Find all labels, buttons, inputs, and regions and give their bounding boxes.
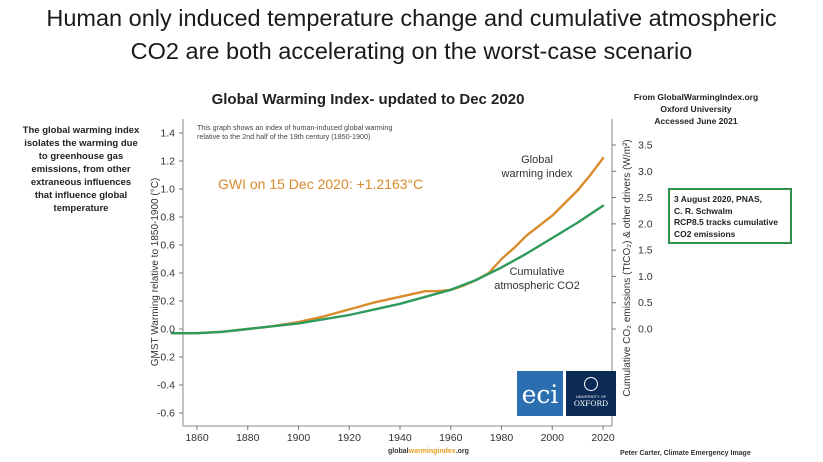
footer-credit: Peter Carter, Climate Emergency Image — [620, 450, 751, 457]
eci-logo-text: eci — [521, 380, 559, 409]
pnas-note-box: 3 August 2020, PNAS, C. R. Schwalm RCP8.… — [668, 188, 792, 244]
source-line-1: From GlobalWarmingIndex.org — [633, 92, 759, 102]
x-tick-label: 1860 — [185, 432, 209, 444]
x-tick-label: 1980 — [490, 432, 514, 444]
y-tick-label: 0.2 — [160, 296, 175, 308]
y-tick-label: -0.4 — [157, 380, 175, 392]
y-tick-label: -0.6 — [157, 408, 175, 420]
co2-series-label-line: atmospheric CO2 — [494, 280, 580, 292]
pnas-line-3: RCP8.5 tracks cumulative — [674, 217, 778, 227]
oxford-crest-icon — [584, 377, 598, 391]
oxford-logo-text: OXFORD — [573, 399, 609, 408]
y2-tick-label: 2.5 — [638, 192, 653, 204]
gwi-series-label-line: Global — [521, 154, 553, 166]
y-tick-label: 1.2 — [160, 156, 175, 168]
footer-source: globalwarmingindex.org — [388, 448, 469, 455]
x-tick-label: 2020 — [591, 432, 615, 444]
y2-tick-label: 3.0 — [638, 166, 653, 178]
pnas-line-2: C. R. Schwalm — [674, 205, 733, 216]
y2-tick-label: 2.0 — [638, 218, 653, 230]
y-tick-label: 0.4 — [160, 268, 175, 280]
chart-title: Global Warming Index- updated to Dec 202… — [211, 91, 525, 108]
gwi-series-label-line: warming index — [501, 168, 573, 180]
slide-title-line1: Human only induced temperature change an… — [46, 5, 777, 31]
co2-series-label-line: Cumulative — [509, 266, 564, 278]
gwi-annotation: GWI on 15 Dec 2020: +1.2163°C — [218, 176, 423, 192]
source-line-2: Oxford University — [660, 104, 732, 114]
pnas-line-1: 3 August 2020, PNAS, — [674, 194, 763, 204]
footer-suffix: .org — [455, 448, 469, 455]
footer-prefix: global — [388, 448, 409, 455]
slide-title: Human only induced temperature change an… — [0, 2, 823, 68]
x-tick-label: 1960 — [439, 432, 463, 444]
y-tick-label: 0.6 — [160, 240, 175, 252]
eci-logo: eci — [517, 371, 563, 416]
x-tick-label: 1940 — [388, 432, 412, 444]
y2-tick-label: 0.0 — [638, 324, 653, 336]
y-tick-label: 1.4 — [160, 128, 175, 140]
gwi-series-label: Global warming index — [501, 154, 573, 180]
y-tick-label: 0.8 — [160, 212, 175, 224]
x-tick-label: 2000 — [541, 432, 565, 444]
chart-description-line2: relative to the 2nd half of the 19th cen… — [197, 132, 370, 141]
x-tick-label: 1880 — [236, 432, 260, 444]
pnas-line-4: CO2 emissions — [674, 228, 736, 239]
y2-axis-label: Cumulative CO₂ emissions (TtCO₂) & other… — [622, 139, 633, 396]
slide-title-line2: CO2 are both accelerating on the worst-c… — [130, 38, 693, 64]
y2-tick-label: 1.0 — [638, 271, 653, 283]
oxford-logo: UNIVERSITY OF OXFORD — [566, 371, 616, 416]
y2-tick-label: 0.5 — [638, 297, 653, 309]
y-tick-label: 0.0 — [160, 324, 175, 336]
y-axis-label: GMST Warming relative to 1850-1900 (°C) — [150, 178, 161, 367]
footer-highlight: warmingindex — [408, 448, 456, 455]
oxford-logo-small: UNIVERSITY OF — [575, 394, 607, 399]
y-tick-label: -0.2 — [157, 352, 175, 364]
y2-tick-label: 3.5 — [638, 140, 653, 152]
x-tick-label: 1900 — [287, 432, 311, 444]
y-tick-label: 1.0 — [160, 184, 175, 196]
source-note: From GlobalWarmingIndex.org Oxford Unive… — [616, 91, 776, 127]
chart-description-line1: This graph shows an index of human-induc… — [197, 123, 392, 132]
left-note: The global warming index isolates the wa… — [22, 125, 140, 214]
y2-tick-label: 1.5 — [638, 245, 653, 257]
co2-series-label: Cumulative atmospheric CO2 — [494, 266, 580, 292]
co2-line — [170, 204, 605, 335]
source-line-3: Accessed June 2021 — [654, 116, 738, 126]
x-tick-label: 1920 — [338, 432, 362, 444]
